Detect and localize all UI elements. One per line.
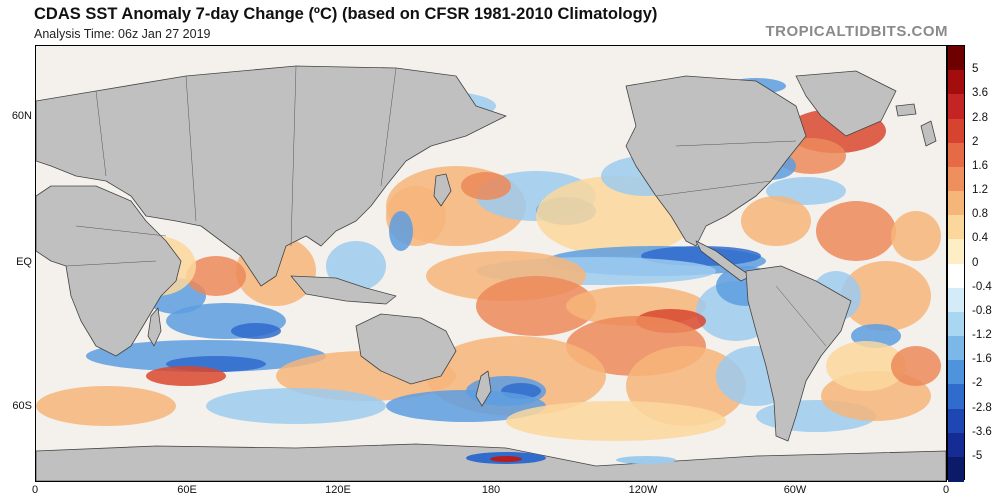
country-border: [380, 67, 397, 187]
anomaly-patch: [386, 390, 546, 422]
landmass-uk: [920, 120, 937, 147]
color-scale-label: -5: [972, 449, 983, 462]
color-scale-segment: [948, 70, 964, 95]
country-border: [675, 140, 797, 147]
country-border: [775, 285, 827, 347]
color-scale-label: 0.8: [972, 208, 988, 221]
anomaly-patch: [36, 386, 176, 426]
color-scale-segment: [948, 142, 964, 168]
anomaly-patch: [389, 211, 413, 251]
landmass-indonesia: [290, 275, 397, 305]
map-canvas: [36, 46, 946, 481]
lon-label-120w: 120W: [628, 484, 658, 496]
anomaly-patch: [326, 241, 386, 291]
color-scale-segment: [948, 215, 964, 240]
anomaly-patch: [490, 456, 522, 462]
lon-label-0-east-edge: 0: [942, 484, 950, 496]
landmass-north-america: [625, 75, 807, 247]
country-border: [65, 260, 157, 267]
lon-label-60w: 60W: [783, 484, 807, 496]
lon-label-180: 180: [481, 484, 501, 496]
color-scale-segment: [948, 336, 964, 361]
anomaly-patch: [891, 211, 941, 261]
landmass-australia: [355, 313, 457, 385]
color-scale-label: -2.8: [972, 401, 992, 414]
color-scale-label: 1.6: [972, 159, 988, 172]
anomaly-patch: [461, 172, 511, 200]
color-scale-label: 3.6: [972, 87, 988, 100]
country-border: [655, 180, 772, 197]
country-border: [290, 65, 297, 247]
color-scale-label: 1.2: [972, 184, 988, 196]
color-scale-segment: [948, 118, 964, 144]
landmass-south-america: [745, 265, 852, 442]
color-scale-segment: [948, 456, 964, 482]
color-scale-segment: [948, 263, 964, 289]
country-border: [75, 225, 167, 237]
anomaly-patch: [206, 388, 386, 424]
country-border: [185, 75, 197, 222]
color-scale-bar: [947, 45, 965, 482]
color-scale-label: -3.6: [972, 425, 992, 438]
lon-label-60e: 60E: [177, 484, 197, 496]
color-scale-label: 2: [972, 135, 979, 148]
anomaly-patch: [476, 276, 596, 336]
analysis-time: Analysis Time: 06z Jan 27 2019: [34, 27, 211, 41]
lat-label-60n: 60N: [11, 110, 32, 122]
landmass-eurasia: [36, 65, 507, 287]
color-scale-label: 5: [972, 63, 979, 76]
country-border: [95, 90, 107, 177]
landmass-new-zealand: [475, 370, 492, 407]
anomaly-patch: [506, 401, 726, 441]
color-scale-label: -2: [972, 377, 983, 390]
landmass-africa: [36, 185, 182, 357]
landmass-greenland: [795, 70, 897, 137]
color-scale-label: -0.8: [972, 304, 992, 317]
color-scale-segment: [948, 166, 964, 192]
brand-watermark[interactable]: TROPICALTIDBITS.COM: [765, 23, 948, 40]
landmass-central-america: [695, 240, 752, 282]
color-scale-label: -1.6: [972, 353, 992, 366]
anomaly-patch: [891, 346, 941, 386]
anomaly-patch: [231, 323, 281, 339]
color-scale-segment: [948, 239, 964, 265]
color-scale-segment: [948, 191, 964, 216]
lon-label-120e: 120E: [325, 484, 351, 496]
anomaly-patch: [616, 456, 676, 464]
landmass-iceland: [895, 103, 917, 117]
anomaly-patch: [816, 201, 896, 261]
lat-label-60s: 60S: [12, 400, 32, 412]
landmass-madagascar: [147, 307, 162, 347]
anomaly-patch: [186, 256, 246, 296]
lat-label-eq: EQ: [16, 256, 32, 268]
color-scale-label: -1.2: [972, 329, 992, 341]
anomaly-patch: [826, 341, 906, 391]
color-scale-segment: [948, 432, 964, 458]
color-scale-segment: [948, 311, 964, 337]
color-scale-segment: [948, 384, 964, 410]
anomaly-patch: [841, 261, 931, 331]
lon-label-0-west-edge: 0: [31, 484, 39, 496]
color-scale-segment: [948, 360, 964, 385]
map-title: CDAS SST Anomaly 7-day Change (ºC) (base…: [34, 5, 658, 23]
color-scale-label: -0.4: [972, 280, 992, 293]
anomaly-patch: [146, 366, 226, 386]
color-scale-segment: [948, 408, 964, 434]
color-scale-segment: [948, 94, 964, 120]
landmass-japan: [433, 173, 452, 207]
color-scale-label: 0: [972, 256, 979, 269]
color-scale-label: 0.4: [972, 232, 988, 245]
color-scale-segment: [948, 287, 964, 313]
color-scale-label: 2.8: [972, 111, 988, 124]
sst-anomaly-map[interactable]: [35, 45, 947, 482]
color-scale-segment: [948, 46, 964, 71]
anomaly-patch: [741, 196, 811, 246]
